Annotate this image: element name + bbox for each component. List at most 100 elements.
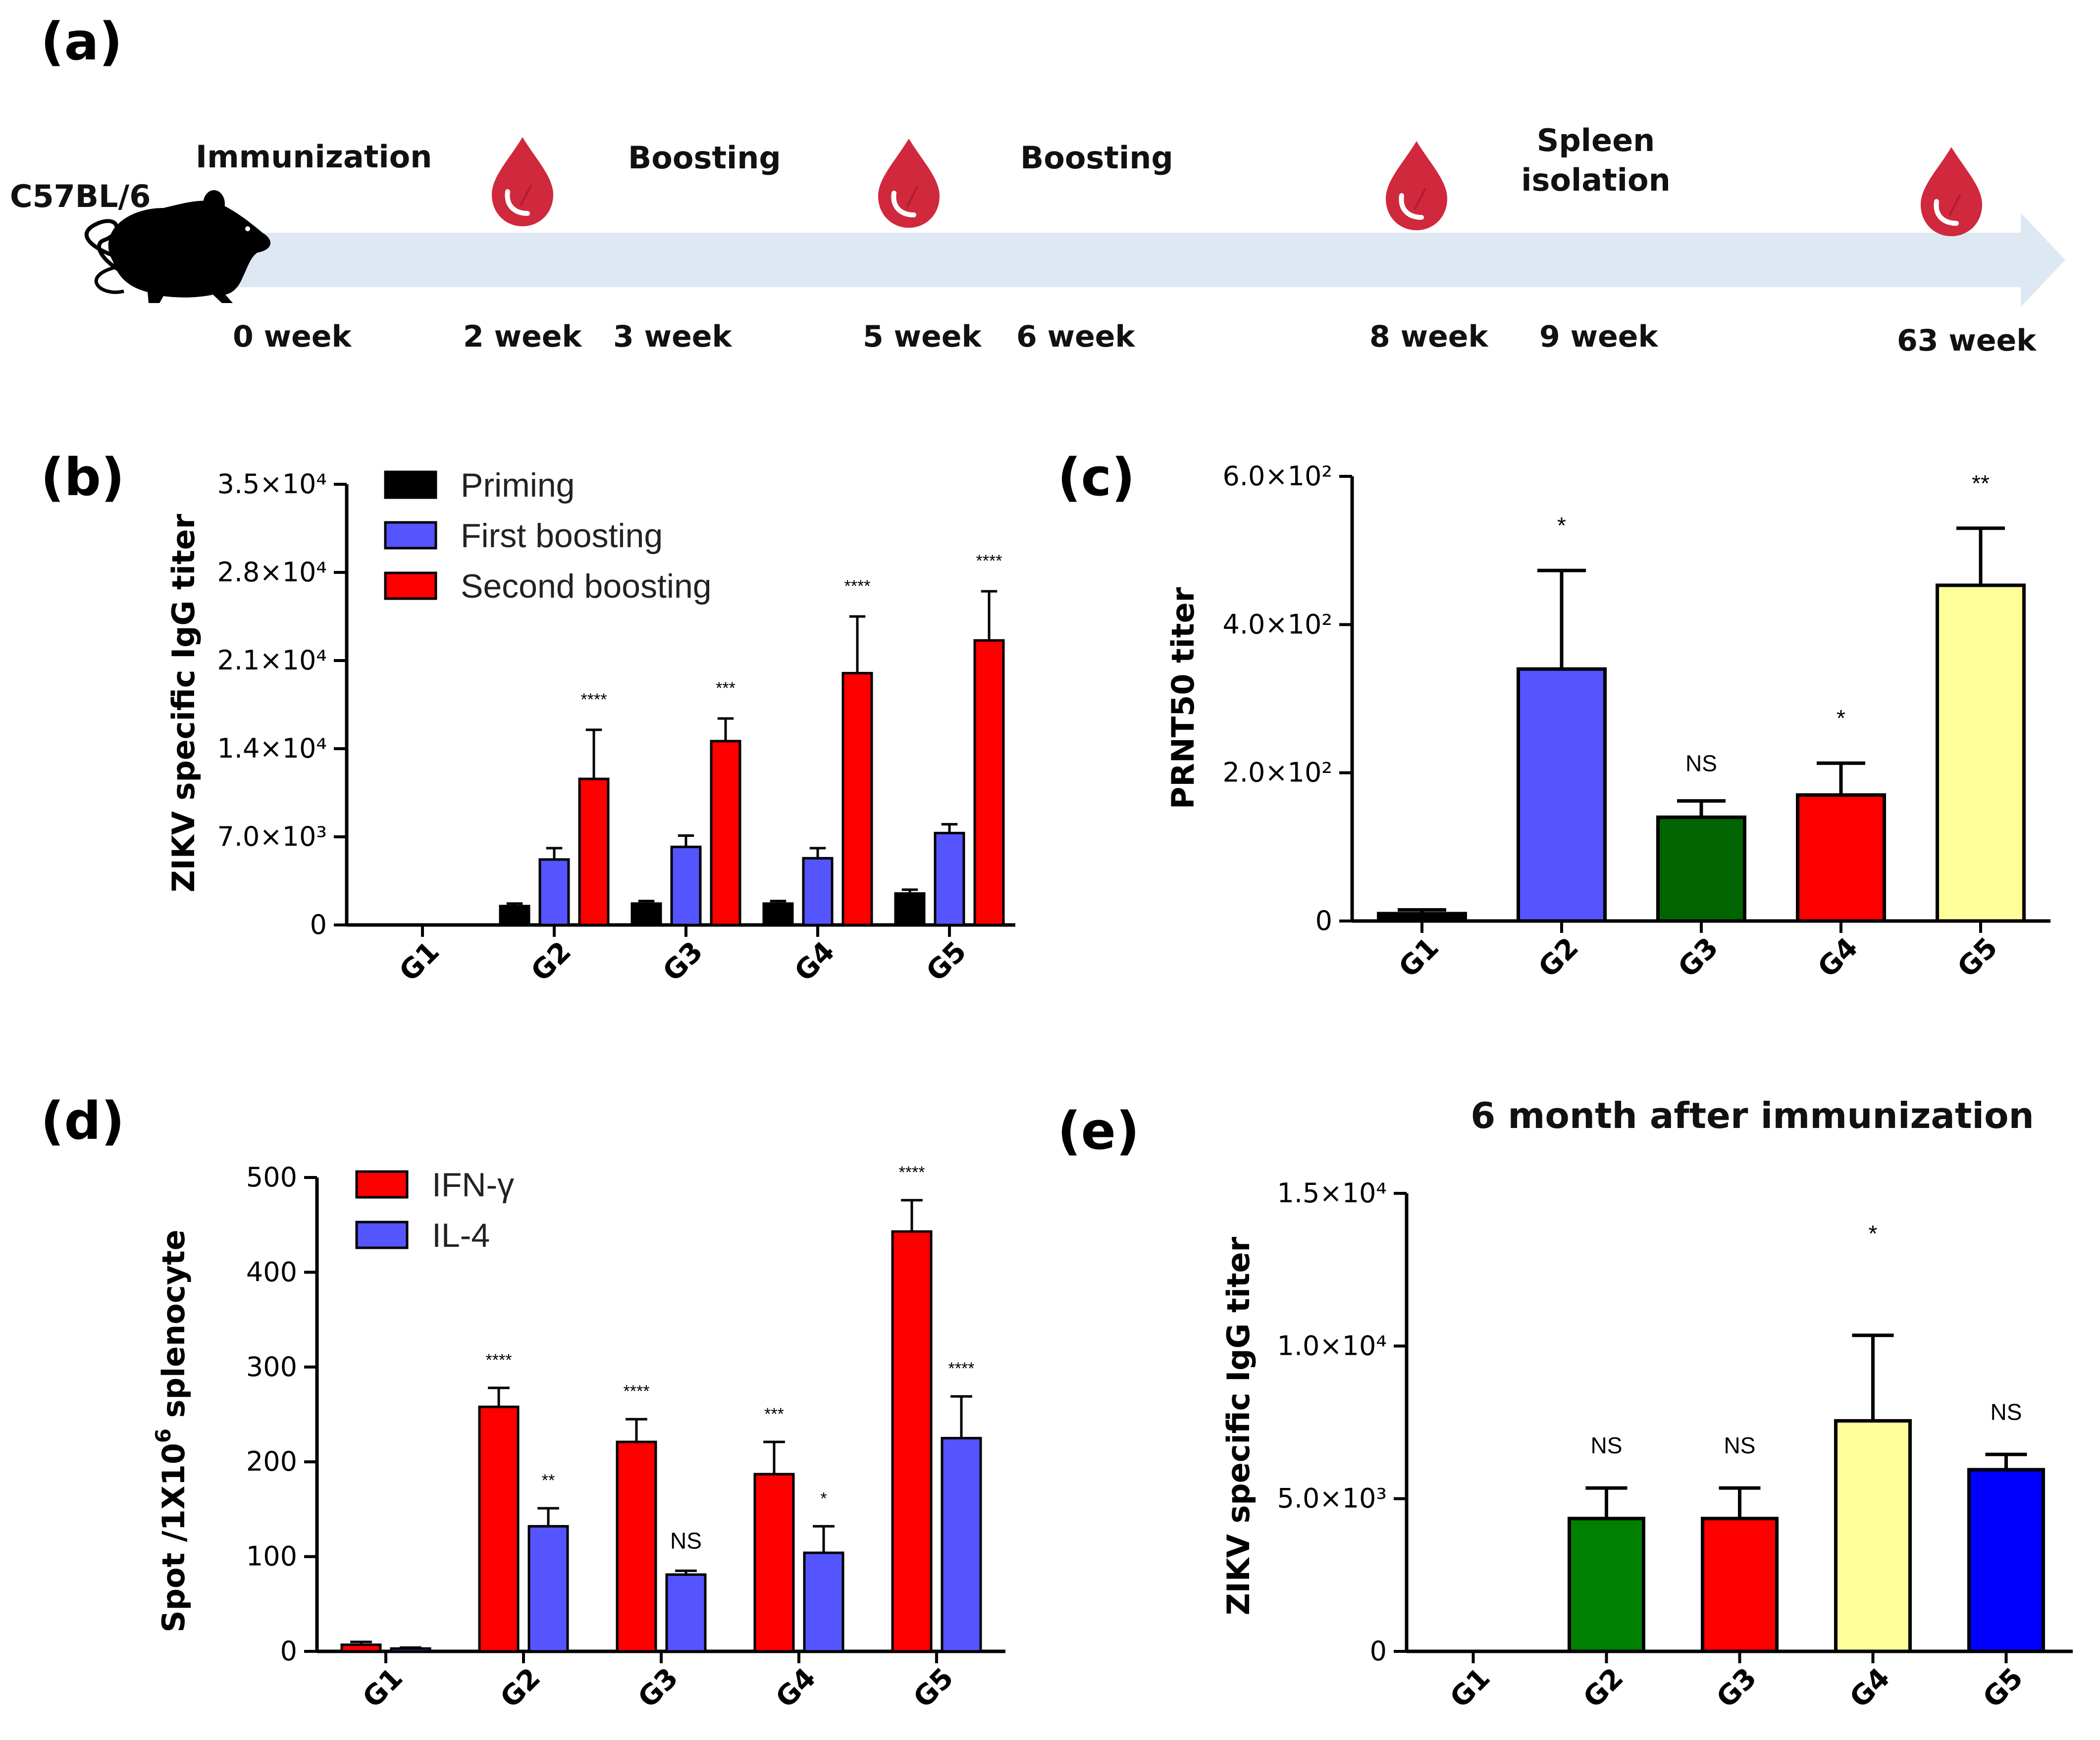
chart-title-e: 6 month after immunization <box>1470 1095 2034 1136</box>
significance-label: NS <box>1591 1433 1623 1458</box>
week-label: 9 week <box>1539 319 1659 354</box>
significance-label: NS <box>1724 1433 1756 1458</box>
blood-drop-icon <box>1921 147 1982 236</box>
significance-label: * <box>1557 512 1566 538</box>
bar <box>941 1436 982 1653</box>
significance-label: **** <box>948 1359 975 1378</box>
bar <box>973 639 1005 926</box>
x-tick-label: G5 <box>920 935 973 988</box>
bar <box>616 1440 657 1653</box>
legend-label: First boosting <box>461 517 663 555</box>
bar <box>1936 583 2026 923</box>
bar <box>1967 1468 2045 1653</box>
event-immunization: Immunization <box>196 139 432 175</box>
y-tick-label: 6.0×10² <box>1223 461 1332 492</box>
x-tick-label: G2 <box>494 1662 547 1714</box>
y-axis-label-b: ZIKV specific IgG titer <box>165 513 202 892</box>
y-tick-label: 7.0×10³ <box>217 821 327 852</box>
legend-swatch <box>384 521 437 550</box>
blood-drop-icon <box>492 137 553 226</box>
bar <box>538 858 570 926</box>
bar <box>1517 667 1607 923</box>
bar <box>670 845 702 926</box>
significance-label: * <box>1869 1221 1878 1246</box>
legend-swatch <box>355 1170 409 1199</box>
y-tick-label: 3.5×10⁴ <box>217 468 327 500</box>
significance-label: **** <box>486 1351 512 1370</box>
event-spleen-line2: isolation <box>1521 162 1670 198</box>
panel-label-e: (e) <box>1057 1101 1140 1161</box>
y-tick-label: 1.5×10⁴ <box>1277 1177 1387 1209</box>
y-tick-label: 1.4×10⁴ <box>217 733 327 764</box>
x-tick-label: G1 <box>357 1662 409 1714</box>
event-boosting-1: Boosting <box>628 140 781 176</box>
legend-label: IL-4 <box>432 1217 490 1254</box>
x-tick-label: G4 <box>788 935 841 988</box>
significance-label: NS <box>1991 1399 2022 1425</box>
significance-label: **** <box>624 1382 650 1401</box>
panel-c: (c) PRNT50 titer 0 2.0×10² 4.0×10² 6.0×10² *… <box>1057 447 2050 984</box>
x-tick-label: G5 <box>907 1662 960 1714</box>
y-tick-label: 5.0×10³ <box>1277 1483 1387 1514</box>
significance-label: **** <box>844 577 871 596</box>
bar <box>894 892 926 926</box>
y-axis-label-d-sup: 6 <box>151 1429 175 1443</box>
y-tick-label: 4.0×10² <box>1223 609 1332 640</box>
x-tick-label: G3 <box>1710 1662 1763 1714</box>
significance-label: NS <box>670 1528 702 1553</box>
x-tick-label: G2 <box>525 935 578 988</box>
x-tick-label: G1 <box>1444 1662 1496 1714</box>
mouse-strain-label: C57BL/6 <box>10 178 151 214</box>
x-tick-label: G5 <box>1951 931 2004 984</box>
y-tick-label: 1.0×10⁴ <box>1277 1330 1387 1361</box>
bar <box>478 1405 520 1653</box>
week-label: 2 week <box>463 319 582 354</box>
week-label: 6 week <box>1016 319 1136 354</box>
bar <box>578 777 610 926</box>
bar <box>803 1551 844 1653</box>
bar <box>1377 912 1467 923</box>
week-label: 3 week <box>613 319 733 354</box>
y-tick-label: 0 <box>280 1636 297 1667</box>
bar <box>762 902 794 926</box>
bar <box>1656 815 1746 923</box>
x-tick-label: G2 <box>1577 1662 1629 1714</box>
panel-b: (b) ZIKV specific IgG titer 0 7.0×10³ 1.4×… <box>41 447 1015 988</box>
significance-label: ** <box>542 1471 555 1490</box>
legend-swatch <box>384 470 437 499</box>
y-tick-label: 0 <box>1315 905 1332 936</box>
y-axis-label-d: Spot /1X106 splenocyte <box>151 1229 192 1633</box>
legend-label: Priming <box>461 466 575 504</box>
blood-drop-icon <box>878 139 940 228</box>
y-axis-label-d-prefix: Spot /1X10 <box>156 1443 192 1633</box>
x-tick-label: G3 <box>632 1662 684 1714</box>
bar <box>891 1230 933 1653</box>
event-boosting-2: Boosting <box>1020 140 1173 176</box>
bar <box>499 905 530 926</box>
y-tick-label: 2.1×10⁴ <box>217 645 327 676</box>
panel-label-c: (c) <box>1057 447 1135 508</box>
chart-b: 07.0×10³1.4×10⁴2.1×10⁴2.8×10⁴3.5×10⁴****… <box>217 466 1015 988</box>
y-tick-label: 0 <box>1370 1636 1387 1667</box>
x-tick-label: G1 <box>393 935 446 988</box>
x-tick-label: G3 <box>657 935 709 988</box>
x-tick-label: G2 <box>1532 931 1585 984</box>
y-tick-label: 500 <box>246 1162 297 1193</box>
event-spleen-line1: Spleen <box>1537 122 1655 158</box>
significance-label: *** <box>716 679 735 698</box>
significance-label: **** <box>581 690 607 709</box>
bar <box>390 1647 431 1653</box>
y-tick-label: 2.8×10⁴ <box>217 557 327 588</box>
y-tick-label: 300 <box>246 1351 297 1382</box>
legend-label: Second boosting <box>461 567 712 605</box>
significance-label: ** <box>1972 470 1990 496</box>
chart-e: 0 5.0×10³ 1.0×10⁴ 1.5×10⁴ NS NS * NS G1 G2 G3 G4 G5 <box>1277 1177 2073 1714</box>
week-label: 0 week <box>233 319 352 354</box>
blood-drop-icon <box>1386 141 1447 230</box>
chart-d: 0100200300400500**********NS************… <box>246 1162 1005 1714</box>
y-axis-label-d-suffix: splenocyte <box>156 1229 192 1429</box>
significance-label: **** <box>976 552 1002 570</box>
y-tick-label: 2.0×10² <box>1223 757 1332 788</box>
significance-label: **** <box>899 1163 925 1182</box>
